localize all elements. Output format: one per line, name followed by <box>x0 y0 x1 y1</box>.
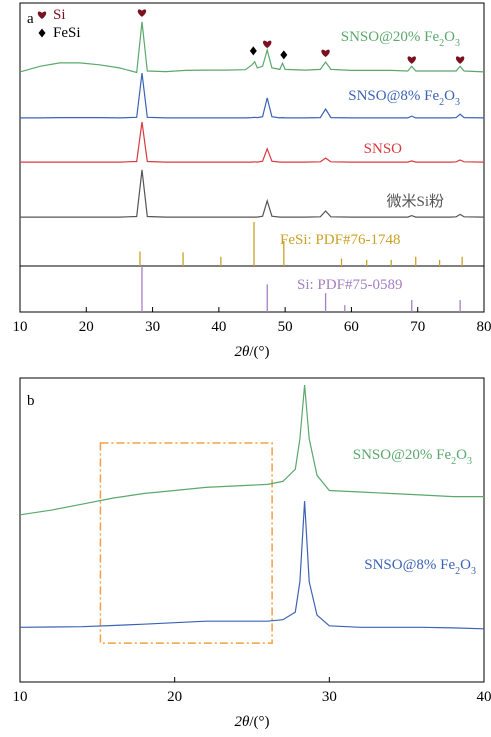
x-tick-label: 10 <box>13 319 28 335</box>
series-label: SNSO <box>364 141 403 157</box>
series-line <box>20 73 485 119</box>
x-tick-label: 40 <box>477 689 491 705</box>
legend-label: Si <box>53 7 66 23</box>
x-axis-label: 2θ/(°) <box>234 714 269 730</box>
series-label: SNSO@20% Fe2O3 <box>353 447 472 466</box>
x-tick-label: 60 <box>344 319 359 335</box>
panel: a 10 20 30 40 50 60 70 80 2θ/(°) FeSi: PDF#76-1748… <box>13 2 491 360</box>
series-label: SNSO@20% Fe2O3 <box>341 29 460 48</box>
panel-letter: b <box>27 393 35 409</box>
x-tick-label: 30 <box>145 319 160 335</box>
x-tick-label: 40 <box>211 319 226 335</box>
series-line <box>20 121 485 163</box>
heart-marker <box>37 11 47 19</box>
heart-marker <box>407 56 416 64</box>
diamond-marker <box>280 50 288 60</box>
series-line <box>19 21 485 74</box>
heart-marker <box>455 56 465 64</box>
heart-marker <box>263 40 272 49</box>
reference-label: Si: PDF#75-0589 <box>297 277 402 293</box>
x-tick-label: 80 <box>477 319 491 335</box>
series-label: SNSO@8% Fe2O3 <box>364 557 476 576</box>
series-line <box>20 169 485 218</box>
plot-frame <box>19 2 485 313</box>
x-tick-label: 70 <box>410 319 425 335</box>
x-tick-label: 10 <box>13 689 28 705</box>
x-axis-label: 2θ/(°) <box>234 344 269 360</box>
reference-label: FeSi: PDF#76-1748 <box>280 232 400 248</box>
x-tick-label: 20 <box>79 319 94 335</box>
x-tick-label: 20 <box>167 689 182 705</box>
x-tick-label: 30 <box>322 689 337 705</box>
legend-label: FeSi <box>53 25 81 41</box>
highlight-box <box>99 442 273 644</box>
panel-letter: a <box>27 11 34 27</box>
diamond-marker <box>38 28 46 38</box>
plot-frame <box>19 377 485 683</box>
series-label: 微米Si粉 <box>386 193 444 210</box>
series-line <box>19 501 485 630</box>
series-line <box>19 384 484 516</box>
heart-marker <box>321 49 330 58</box>
diamond-marker <box>249 46 257 56</box>
heart-marker <box>137 9 147 17</box>
series-label: SNSO@8% Fe2O3 <box>348 88 460 107</box>
panel: b 10 20 30 40 2θ/(°) SNSO@20% Fe2O3 SNSO@8% Fe2… <box>13 377 491 730</box>
x-tick-label: 50 <box>278 319 293 335</box>
